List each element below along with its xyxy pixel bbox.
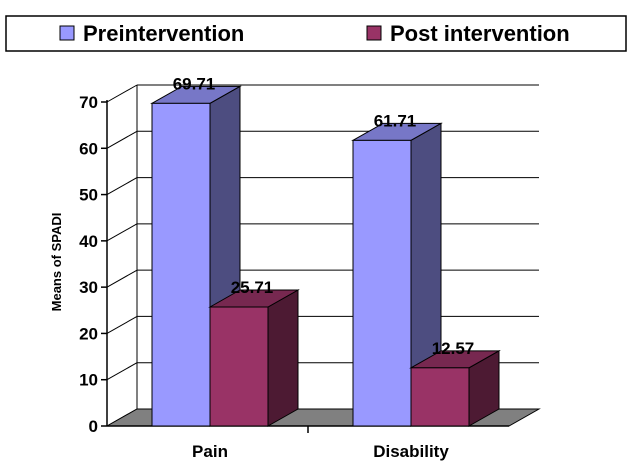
legend-swatch — [366, 25, 382, 41]
legend-entry: Preintervention — [83, 21, 244, 46]
gridline-depth — [106, 223, 138, 242]
gridline-depth — [106, 84, 138, 103]
y-tick-label: 50 — [79, 186, 98, 205]
data-label: 12.57 — [432, 339, 475, 358]
data-label: 61.71 — [374, 111, 417, 130]
bar-preintervention-disability — [351, 122, 443, 427]
y-tick-label: 20 — [79, 324, 98, 343]
data-label: 25.71 — [231, 278, 274, 297]
y-axis-label: Means of SPADI — [49, 213, 64, 312]
gridline-depth — [106, 130, 138, 149]
legend-entry: Post intervention — [390, 21, 570, 46]
bar-front — [209, 306, 269, 427]
x-tick-label: Pain — [192, 442, 228, 461]
x-tick-label: Disability — [373, 442, 449, 461]
y-tick-label: 10 — [79, 371, 98, 390]
bar-front — [410, 367, 470, 427]
legend-box — [5, 15, 627, 52]
gridline-depth — [106, 315, 138, 334]
legend: Preintervention Post intervention — [5, 15, 627, 52]
legend-swatch — [59, 25, 75, 41]
data-label: 69.71 — [173, 74, 216, 93]
y-tick-label: 40 — [79, 232, 98, 251]
bar-post-intervention-pain — [208, 289, 300, 427]
bar-front — [352, 139, 412, 427]
gridline-depth — [106, 269, 138, 288]
plot-area: 0 10 20 30 40 50 60 70 69.71 25.71 Pain 61.71 12.57 D… — [79, 74, 541, 461]
y-tick-label: 70 — [79, 93, 98, 112]
y-tick-label: 30 — [79, 278, 98, 297]
bar-side — [267, 289, 299, 427]
y-tick-label: 60 — [79, 139, 98, 158]
y-tick-label: 0 — [89, 417, 98, 436]
gridline-depth — [106, 177, 138, 196]
bar-front — [151, 102, 211, 427]
gridline-depth — [106, 362, 138, 381]
bar-post-intervention-disability — [409, 349, 501, 427]
